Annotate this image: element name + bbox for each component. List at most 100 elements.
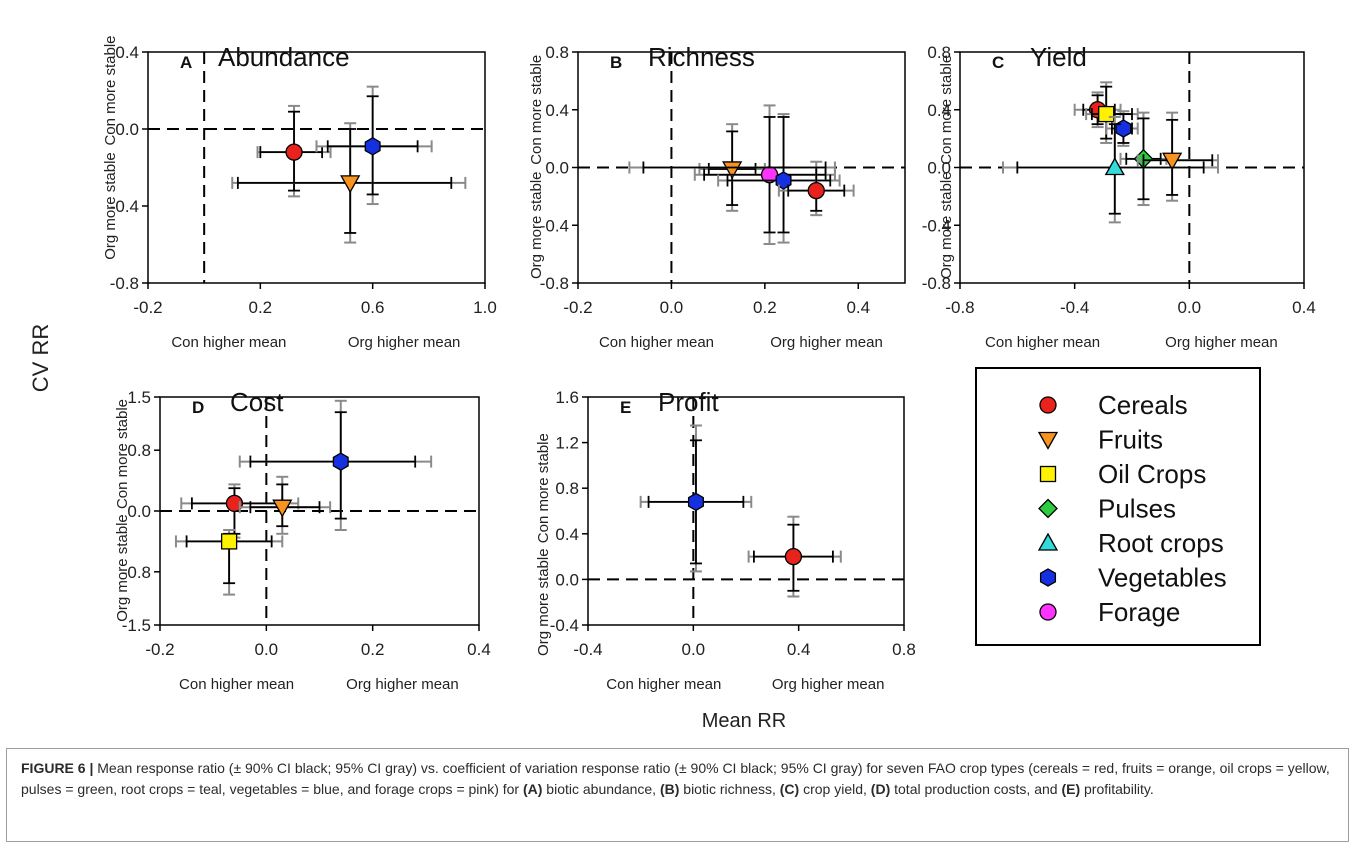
legend-label: Fruits (1098, 425, 1163, 455)
caption-text-d: total production costs, and (890, 781, 1062, 797)
x-tick-label: -0.4 (1060, 298, 1089, 317)
legend-label: Vegetables (1098, 563, 1227, 593)
x-tick-label: -0.2 (133, 298, 162, 317)
x-tick-label: 0.2 (753, 298, 777, 317)
legend-label: Root crops (1098, 528, 1224, 558)
panel-b: -0.2 0.0 0.2 0.4 -0.8 -0.4 0.0 0.4 0.8 B Richness C… (528, 42, 906, 351)
marker-oil-crops (220, 533, 238, 550)
marker-cereals (807, 181, 825, 200)
point-cereals (777, 160, 855, 217)
marker-oil-crops (1098, 105, 1115, 123)
x-tick-label: 0.0 (255, 640, 279, 659)
x-tick-label: -0.8 (945, 298, 974, 317)
y-side-label-bottom: Org more stable (102, 152, 119, 260)
marker-cereals (285, 143, 303, 161)
caption-text-c: crop yield, (799, 781, 871, 797)
y-tick-label: 0.8 (545, 43, 569, 62)
y-tick-label: 0.4 (927, 101, 951, 120)
legend-item-vegetables: Vegetables (1039, 563, 1227, 593)
y-side-label-bottom: Org more stable (535, 548, 552, 656)
y-tick-label: -0.8 (922, 274, 951, 293)
legend-item-oil-crops: Oil Crops (1039, 459, 1206, 489)
marker-vegetables (364, 137, 381, 156)
panel-d: -0.2 0.0 0.2 0.4 -1.5 -0.8 0.0 0.8 1.5 D Cost Con m… (114, 387, 491, 693)
panel-a: -0.2 0.2 0.6 1.0 -0.8 -0.4 0.0 0.4 A Abundance Con… (102, 35, 497, 351)
caption-ref-a: (A) (522, 781, 543, 797)
x-tick-label: 0.4 (1292, 298, 1316, 317)
x-tick-label: 0.2 (249, 298, 273, 317)
y-tick-label: 0.8 (555, 479, 579, 498)
y-tick-label: 1.5 (127, 388, 151, 407)
y-side-label-top: Con more stable (528, 55, 545, 165)
x-under-label-right: Org higher mean (346, 676, 459, 693)
legend-marker-root-crops (1037, 532, 1059, 551)
x-tick-label: -0.4 (573, 640, 602, 659)
marker-fruits (1162, 152, 1183, 171)
marker-fruits (340, 175, 361, 194)
point-vegetables (238, 399, 433, 531)
legend-marker-pulses (1038, 498, 1058, 519)
legend-marker-fruits (1037, 431, 1059, 450)
point-cereals (747, 515, 842, 598)
marker-cereals (225, 494, 244, 513)
y-tick-label: -1.5 (122, 616, 151, 635)
x-under-label-right: Org higher mean (770, 334, 883, 351)
panel-letter: B (610, 53, 622, 72)
legend-item-forage: Forage (1039, 597, 1180, 627)
x-under-label-left: Con higher mean (606, 676, 721, 693)
panel-letter: E (620, 398, 631, 417)
point-oil-crops (174, 529, 284, 596)
panel-e: -0.4 0.0 0.4 0.8 -0.4 0.0 0.4 0.8 1.2 1.6 E Profit C… (535, 387, 916, 693)
y-tick-label: 0.0 (115, 120, 139, 139)
y-tick-label: -0.8 (540, 274, 569, 293)
legend-item-root-crops: Root crops (1037, 528, 1224, 558)
caption-label: FIGURE 6 | (21, 760, 94, 776)
y-tick-label: -0.8 (110, 274, 139, 293)
x-under-label-left: Con higher mean (599, 334, 714, 351)
legend-item-cereals: Cereals (1039, 390, 1188, 420)
y-tick-label: 0.4 (545, 101, 569, 120)
panel-letter: C (992, 53, 1004, 72)
point-fruits (238, 475, 332, 535)
point-root-crops (1002, 115, 1219, 224)
y-tick-label: 0.4 (115, 43, 139, 62)
x-tick-label: 1.0 (473, 298, 497, 317)
panel-title: Abundance (218, 42, 350, 72)
x-under-label-right: Org higher mean (1165, 334, 1278, 351)
legend-label: Forage (1098, 597, 1180, 627)
point-oil-crops (1085, 81, 1139, 144)
panel-letter: A (180, 53, 192, 72)
legend: Cereals Fruits Oil Crops Pulses Root crops Ve… (975, 367, 1261, 646)
y-tick-label: 0.0 (555, 570, 579, 589)
y-side-label-top: Con more stable (535, 433, 552, 543)
legend-marker-vegetables (1039, 568, 1057, 587)
marker-root-crops (1104, 157, 1125, 176)
x-under-label-right: Org higher mean (348, 334, 461, 351)
point-fruits (231, 122, 467, 244)
x-tick-label: 0.0 (660, 298, 684, 317)
x-tick-label: 0.0 (682, 640, 706, 659)
x-axis-title: Mean RR (702, 710, 786, 732)
panel-title: Profit (658, 387, 719, 417)
y-side-label-bottom: Org more stable (938, 171, 955, 279)
x-tick-label: -0.2 (563, 298, 592, 317)
marker-vegetables (687, 492, 704, 512)
y-tick-label: 0.0 (545, 159, 569, 178)
legend-marker-oil-crops (1039, 465, 1057, 483)
caption-text-e: profitability. (1080, 781, 1154, 797)
caption-ref-b: (B) (659, 781, 680, 797)
marker-fruits (722, 161, 743, 180)
point-forage (693, 104, 836, 246)
legend-item-fruits: Fruits (1037, 425, 1163, 455)
x-tick-label: 0.8 (892, 640, 916, 659)
y-tick-label: 0.0 (127, 502, 151, 521)
x-tick-label: 0.4 (467, 640, 491, 659)
point-cereals (256, 104, 332, 198)
x-tick-label: 0.0 (1178, 298, 1202, 317)
marker-vegetables (332, 452, 349, 471)
y-tick-label: 0.0 (927, 159, 951, 178)
y-tick-label: 0.8 (127, 441, 151, 460)
caption-ref-c: (C) (779, 781, 800, 797)
panel-title: Yield (1030, 42, 1087, 72)
